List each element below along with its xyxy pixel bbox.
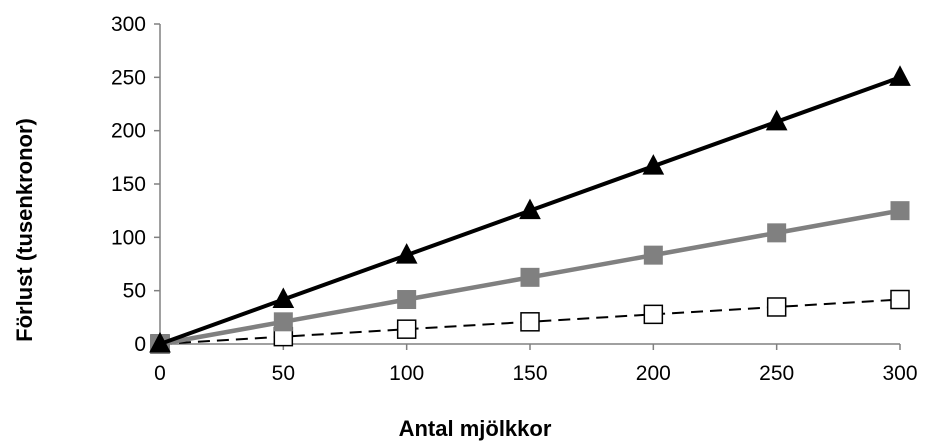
x-tick-label: 250 <box>759 362 794 385</box>
x-tick-label: 100 <box>389 362 424 385</box>
axes: 0 50 100 150 200 250 300 0 50 100 150 200 250 300 <box>111 13 918 385</box>
series-1 <box>149 65 911 353</box>
y-tick-label: 300 <box>111 13 146 36</box>
x-tick-label: 150 <box>512 362 547 385</box>
y-tick-label: 250 <box>111 66 146 89</box>
series-layer <box>149 65 911 354</box>
series-1-point <box>272 287 295 309</box>
series-3-point <box>520 312 540 332</box>
series-2-point <box>890 201 910 221</box>
x-tick-label: 300 <box>882 362 917 385</box>
series-2-point <box>273 312 293 332</box>
x-tick-label: 0 <box>154 362 166 385</box>
series-2-point <box>767 223 787 243</box>
y-axis-title: Förlust (tusenkronor) <box>12 118 37 342</box>
y-tick-label: 50 <box>123 280 146 303</box>
series-2-point <box>397 290 417 310</box>
y-tick-label: 150 <box>111 173 146 196</box>
x-tick-label: 200 <box>636 362 671 385</box>
series-1-point <box>519 198 541 220</box>
series-2-point <box>643 245 663 265</box>
series-1-point <box>642 154 665 175</box>
series-3-point <box>396 319 417 339</box>
series-1-point <box>889 65 911 86</box>
series-3-point <box>643 304 664 325</box>
y-tick-label: 100 <box>111 226 146 249</box>
series-1-point <box>765 109 788 131</box>
series-1-point <box>395 243 418 264</box>
y-tick-label: 200 <box>111 120 146 143</box>
series-3-point <box>766 297 787 317</box>
y-tick-label: 0 <box>134 333 146 356</box>
x-tick-label: 50 <box>272 362 295 385</box>
series-3-point <box>890 289 910 310</box>
series-1-point <box>149 331 171 353</box>
series-2-point <box>520 267 540 287</box>
x-axis-title: Antal mjölkkor <box>399 416 552 441</box>
